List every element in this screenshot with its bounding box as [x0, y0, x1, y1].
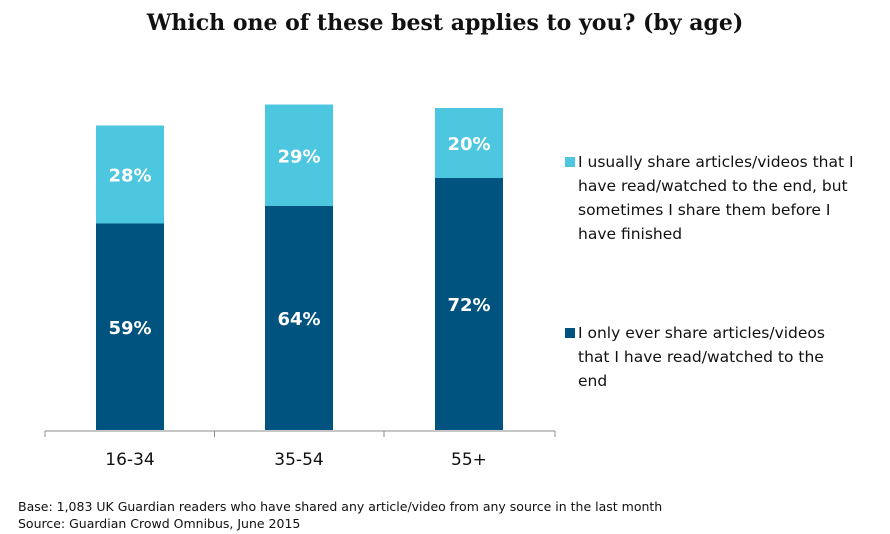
data-label-35-54-series-2: 29%	[277, 146, 320, 167]
bar-segment-55+-series-1	[435, 178, 503, 430]
bar-segment-35-54-series-2	[265, 104, 333, 206]
footnote-source: Source: Guardian Crowd Omnibus, June 201…	[18, 516, 301, 531]
legend-item-usually-share: I usually share articles/videos that I h…	[565, 150, 865, 246]
bar-segment-55+-series-2	[435, 108, 503, 178]
data-label-55+-series-2: 20%	[447, 134, 490, 155]
footnote-base: Base: 1,083 UK Guardian readers who have…	[18, 499, 663, 514]
legend-swatch-light-blue	[565, 157, 575, 167]
legend-label-only-share: I only ever share articles/videos that I…	[578, 324, 825, 390]
footnote: Base: 1,083 UK Guardian readers who have…	[18, 498, 662, 532]
chart-title: Which one of these best applies to you? …	[146, 10, 744, 36]
x-tick-label-55+: 55+	[451, 450, 487, 470]
bar-segment-16-34-series-2	[96, 125, 164, 224]
x-tick-label-35-54: 35-54	[274, 450, 323, 470]
x-tick-label-16-34: 16-34	[105, 450, 154, 470]
legend-item-only-share: I only ever share articles/videos that I…	[565, 321, 865, 393]
data-label-35-54-series-1: 64%	[277, 309, 320, 330]
bar-segment-16-34-series-1	[96, 223, 164, 430]
data-label-16-34-series-1: 59%	[108, 318, 151, 339]
x-axis-ticks: 16-34 35-54 55+	[44, 431, 556, 470]
data-label-16-34-series-2: 28%	[108, 166, 151, 187]
legend-label-usually-share: I usually share articles/videos that I h…	[578, 153, 854, 243]
bars-group: 59% 28% 64% 29% 72% 20%	[96, 104, 503, 430]
data-label-55+-series-1: 72%	[447, 295, 490, 316]
bar-segment-35-54-series-1	[265, 206, 333, 430]
legend-swatch-dark-blue	[565, 328, 575, 338]
